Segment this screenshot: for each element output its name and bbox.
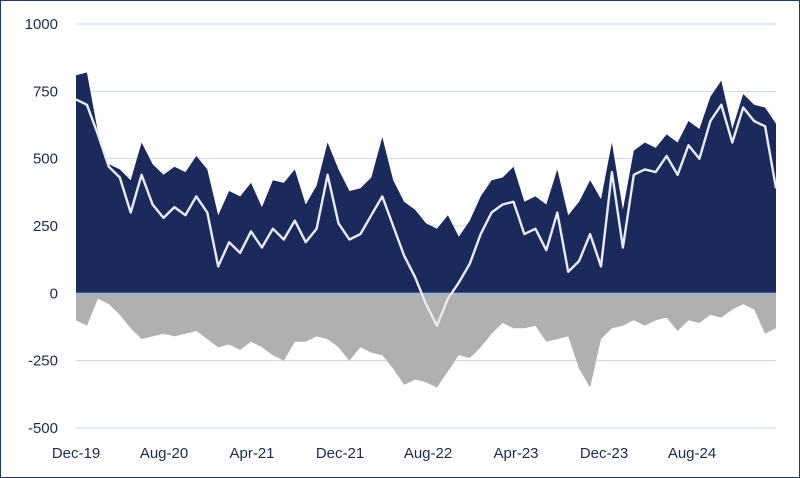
y-tick-label: 500 <box>33 151 58 168</box>
long-area <box>76 72 776 294</box>
y-tick-label: 250 <box>33 218 58 235</box>
x-tick-label: Dec-23 <box>580 445 628 462</box>
axis-layer: 1000 750 500 250 0 -250 -500 Dec-19 Aug-20 Apr-21… <box>25 16 717 462</box>
x-tick-label: Apr-21 <box>229 445 274 462</box>
y-tick-label: 0 <box>50 285 58 302</box>
y-tick-label: -250 <box>28 353 58 370</box>
y-tick-label: 1000 <box>25 16 58 33</box>
x-tick-label: Aug-24 <box>668 445 716 462</box>
y-tick-label: -500 <box>28 420 58 437</box>
net-line <box>75 98 778 327</box>
x-tick-label: Dec-19 <box>52 445 100 462</box>
x-tick-label: Aug-20 <box>140 445 188 462</box>
x-tick-label: Aug-22 <box>404 445 452 462</box>
short-area <box>76 293 776 388</box>
x-tick-label: Dec-21 <box>316 445 364 462</box>
x-tick-label: Apr-23 <box>493 445 538 462</box>
y-tick-label: 750 <box>33 83 58 100</box>
area-layer <box>75 72 778 388</box>
